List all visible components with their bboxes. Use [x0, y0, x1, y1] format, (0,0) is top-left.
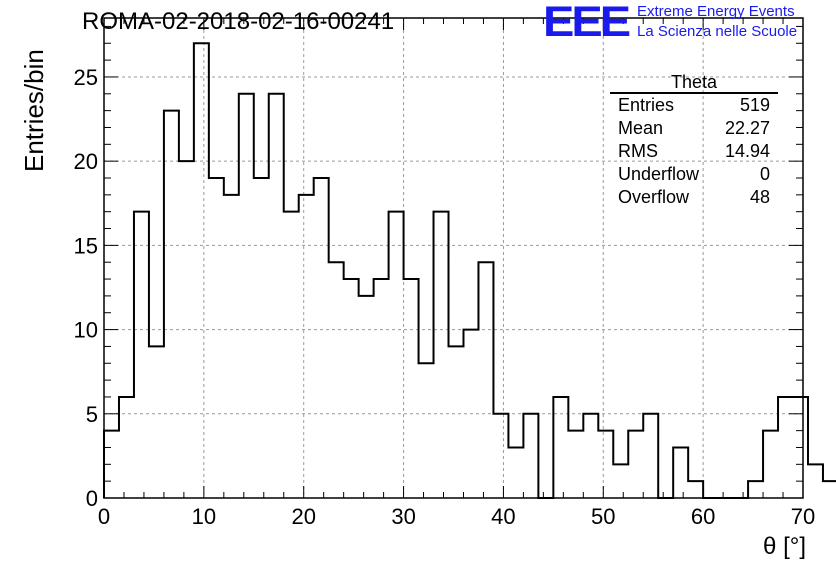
histogram-bin [149, 346, 164, 498]
eee-logo: EEE [543, 0, 631, 46]
x-tick-label: 10 [192, 504, 216, 529]
histogram-bin [508, 447, 523, 498]
histogram-bin [239, 94, 254, 498]
x-tick-label: 0 [98, 504, 110, 529]
stats-label: Overflow [618, 187, 690, 207]
histogram-bin [329, 262, 344, 498]
logo-caption: Extreme Energy Events La Scienza nelle S… [637, 2, 797, 42]
x-tick-label: 20 [291, 504, 315, 529]
stats-box: Theta Entries 519 Mean 22.27 RMS 14.94 U… [610, 72, 778, 209]
histogram-bin [808, 464, 823, 498]
histogram-bin [344, 279, 359, 498]
histogram-series [103, 42, 836, 499]
histogram-bin [463, 330, 478, 498]
axis-ticks [103, 18, 804, 499]
y-axis-label: Entries/bin [19, 49, 49, 172]
histogram-bin [404, 279, 419, 498]
histogram-bin [823, 481, 836, 498]
histogram-bin [389, 212, 404, 498]
tick-labels: 0 10 20 30 40 50 60 70 0 5 10 15 20 25 [74, 65, 816, 529]
stats-row-rms: RMS 14.94 [610, 140, 778, 163]
y-tick-label: 20 [74, 149, 98, 174]
histogram-bin [209, 178, 224, 498]
histogram-bin [493, 414, 508, 498]
stats-label: Mean [618, 118, 664, 138]
stats-value: 48 [749, 187, 770, 207]
stats-label: Underflow [618, 164, 700, 184]
y-tick-label: 5 [86, 402, 98, 427]
stats-row-mean: Mean 22.27 [610, 117, 778, 140]
y-tick-label: 0 [86, 486, 98, 511]
histogram-bin [748, 481, 763, 498]
histogram-bin [613, 464, 628, 498]
x-tick-label: 70 [791, 504, 815, 529]
histogram-bin [763, 431, 778, 498]
histogram-bin [643, 414, 658, 498]
histogram-bin [523, 414, 538, 498]
histogram-bin [359, 296, 374, 498]
plot-frame [103, 17, 804, 499]
stats-value: 14.94 [724, 141, 770, 161]
stats-header: Theta [610, 72, 778, 94]
histogram-bin [284, 212, 299, 498]
stats-row-entries: Entries 519 [610, 94, 778, 117]
histogram-bin [688, 481, 703, 498]
histogram-bin [374, 279, 389, 498]
histogram-bin [583, 414, 598, 498]
stats-value: 22.27 [724, 118, 770, 138]
histogram-bin [179, 161, 194, 498]
stats-row-underflow: Underflow 0 [610, 163, 778, 186]
x-axis-label: θ [°] [763, 533, 806, 560]
x-tick-label: 50 [591, 504, 615, 529]
histogram-bin [778, 397, 793, 498]
histogram-bin [299, 195, 314, 498]
x-tick-label: 60 [691, 504, 715, 529]
stats-label: RMS [618, 141, 658, 161]
histogram-bin [434, 212, 449, 498]
stats-label: Entries [618, 95, 675, 115]
histogram-bin [449, 346, 464, 498]
histogram-bin [119, 397, 134, 498]
histogram-bin [164, 111, 179, 498]
x-tick-label: 40 [491, 504, 515, 529]
histogram-bin [419, 363, 434, 498]
histogram-bin [194, 43, 209, 498]
histogram-bin [478, 262, 493, 498]
y-tick-label: 25 [74, 65, 98, 90]
x-tick-label: 30 [391, 504, 415, 529]
histogram-bin [673, 447, 688, 498]
y-tick-label: 15 [74, 233, 98, 258]
histogram-bin [134, 212, 149, 498]
logo-line-2: La Scienza nelle Scuole [637, 23, 798, 40]
grid-lines [104, 18, 803, 498]
histogram-bin [628, 431, 643, 498]
histogram-bin [254, 178, 269, 498]
y-tick-label: 10 [74, 318, 98, 343]
stats-value: 519 [739, 95, 770, 115]
histogram-bin [224, 195, 239, 498]
histogram-line [103, 42, 836, 499]
histogram-bin [598, 431, 613, 498]
histogram-bin [553, 397, 568, 498]
histogram-bin [314, 178, 329, 498]
histogram-bin [568, 431, 583, 498]
logo-line-1: Extreme Energy Events [637, 3, 795, 20]
histogram-bin [269, 94, 284, 498]
stats-row-overflow: Overflow 48 [610, 186, 778, 209]
stats-value: 0 [759, 164, 770, 184]
chart-title: ROMA-02-2018-02-16-00241 [82, 8, 395, 35]
